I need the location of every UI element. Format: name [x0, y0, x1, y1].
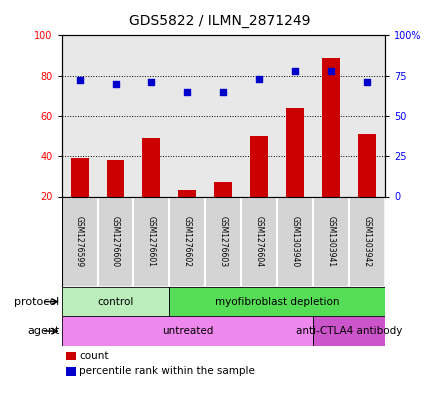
Text: GSM1303941: GSM1303941	[326, 216, 336, 267]
Bar	[286, 108, 304, 196]
Text: GSM1276604: GSM1276604	[255, 216, 264, 267]
Point	[112, 81, 119, 87]
Text: count: count	[79, 351, 109, 361]
Text: GSM1303942: GSM1303942	[363, 216, 371, 267]
Text: agent: agent	[27, 326, 59, 336]
Text: GSM1276602: GSM1276602	[183, 216, 192, 267]
Bar	[70, 158, 88, 196]
Bar	[313, 316, 385, 346]
Bar	[143, 138, 161, 196]
Bar	[106, 160, 125, 196]
Text: anti-CTLA4 antibody: anti-CTLA4 antibody	[296, 326, 402, 336]
Text: control: control	[97, 297, 134, 307]
Bar	[313, 196, 349, 287]
Bar	[169, 196, 205, 287]
Text: myofibroblast depletion: myofibroblast depletion	[215, 297, 339, 307]
Bar	[169, 287, 385, 316]
Bar	[62, 196, 98, 287]
Point	[220, 88, 227, 95]
Point	[256, 76, 263, 82]
Bar	[358, 134, 376, 196]
Text: GSM1303940: GSM1303940	[291, 216, 300, 267]
Text: untreated: untreated	[161, 326, 213, 336]
Bar	[241, 196, 277, 287]
Text: percentile rank within the sample: percentile rank within the sample	[79, 366, 255, 376]
Bar	[98, 196, 133, 287]
Bar	[205, 196, 241, 287]
Bar	[277, 196, 313, 287]
Bar	[322, 57, 340, 196]
Point	[184, 88, 191, 95]
Bar	[214, 182, 232, 196]
Point	[76, 77, 83, 84]
Point	[363, 79, 370, 85]
Point	[148, 79, 155, 85]
Bar	[250, 136, 268, 196]
Bar	[62, 287, 169, 316]
Text: GSM1276600: GSM1276600	[111, 216, 120, 267]
Point	[327, 68, 335, 74]
Text: GSM1276601: GSM1276601	[147, 216, 156, 267]
Bar	[178, 191, 196, 196]
Bar	[349, 196, 385, 287]
Text: GSM1276603: GSM1276603	[219, 216, 228, 267]
Text: GSM1276599: GSM1276599	[75, 216, 84, 267]
Bar	[62, 316, 313, 346]
Bar	[133, 196, 169, 287]
Text: GDS5822 / ILMN_2871249: GDS5822 / ILMN_2871249	[129, 14, 311, 28]
Point	[292, 68, 299, 74]
Text: protocol: protocol	[14, 297, 59, 307]
